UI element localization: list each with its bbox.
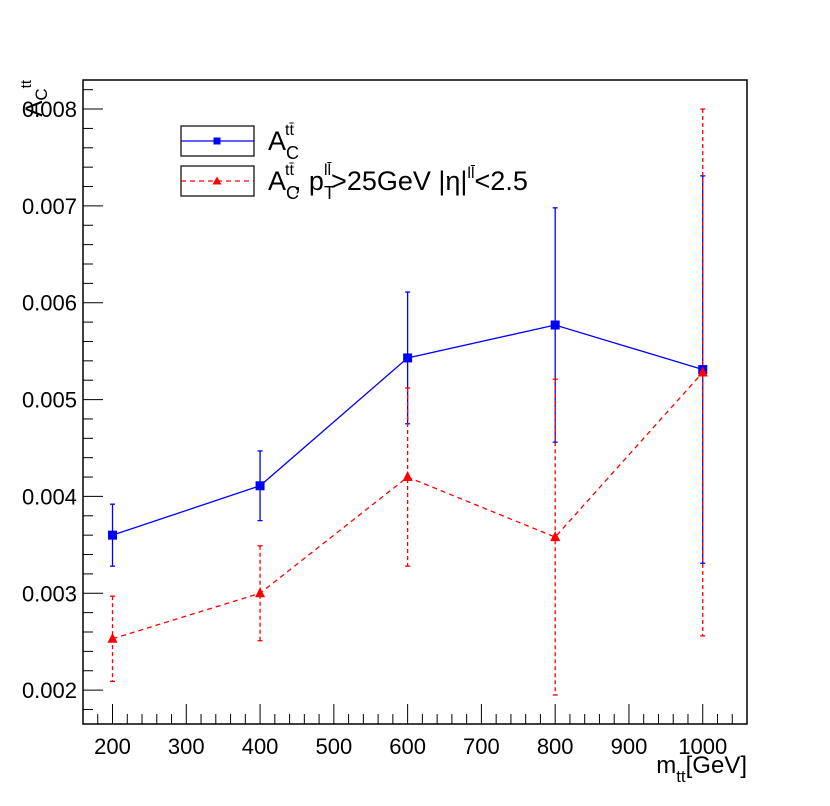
y-tick-label: 0.007 bbox=[22, 194, 77, 219]
x-tick-label: 300 bbox=[168, 734, 205, 759]
data-point-square bbox=[255, 481, 265, 491]
data-point-triangle bbox=[697, 366, 708, 377]
series-layer bbox=[107, 108, 708, 696]
legend-entry-2-rest: , p bbox=[294, 166, 324, 196]
y-axis-label: ACtt bbox=[18, 79, 51, 116]
y-tick-label: 0.006 bbox=[22, 291, 77, 316]
legend-entry-1-sub: C bbox=[286, 143, 299, 163]
legend-entry-2-main: A bbox=[268, 166, 286, 196]
y-tick-label: 0.004 bbox=[22, 484, 77, 509]
legend-entry-2-rest-sup: ll̄ bbox=[324, 161, 332, 179]
plot-frame bbox=[82, 79, 748, 725]
x-tick-label: 500 bbox=[315, 734, 352, 759]
legend-swatch-1-marker bbox=[213, 137, 221, 145]
x-tick-label: 900 bbox=[611, 734, 648, 759]
x-tick-label: 1000 bbox=[678, 734, 727, 759]
legend-entry-2-sup: tt̄ bbox=[285, 162, 294, 179]
y-tick-label: 0.005 bbox=[22, 388, 77, 413]
data-point-triangle bbox=[255, 587, 266, 598]
x-tick-label: 200 bbox=[94, 734, 131, 759]
legend-entry-2-sub: C bbox=[286, 183, 299, 203]
x-tick-label: 700 bbox=[463, 734, 500, 759]
x-tick-labels: 200 300 400 500 600 700 800 900 1000 bbox=[94, 734, 727, 759]
series-2 bbox=[107, 108, 708, 696]
data-point-square bbox=[403, 353, 413, 363]
legend-entry-2-rest2: >25GeV |η| bbox=[331, 166, 467, 196]
x-axis-label: mtt[GeV] bbox=[656, 752, 747, 786]
data-point-triangle bbox=[550, 531, 561, 542]
x-tick-label: 800 bbox=[537, 734, 574, 759]
y-axis-label-sup: tt bbox=[18, 79, 35, 88]
x-axis-label-sub: tt bbox=[676, 767, 686, 786]
x-axis-label-unit: [GeV] bbox=[686, 752, 747, 779]
legend-entry-2-rest3: <2.5 bbox=[475, 166, 528, 196]
y-axis-label-sub: C bbox=[32, 88, 51, 100]
x-tick-label: 600 bbox=[389, 734, 426, 759]
axis-ticks bbox=[83, 89, 733, 724]
x-tick-label: 400 bbox=[242, 734, 279, 759]
legend-entry-2-rest-sub: T bbox=[324, 183, 335, 203]
legend-swatch-2-marker bbox=[212, 176, 222, 185]
y-tick-label: 0.008 bbox=[22, 97, 77, 122]
legend: ACtt̄ ACtt̄, pTll̄>25GeV |η|ll̄<2.5 bbox=[180, 122, 528, 203]
legend-entry-2-rest2-sup: ll̄ bbox=[467, 164, 475, 182]
y-tick-label: 0.002 bbox=[22, 678, 77, 703]
y-axis-label-main: A bbox=[21, 101, 48, 117]
legend-entry-1-sup: tt̄ bbox=[285, 122, 294, 139]
data-point-square bbox=[108, 530, 118, 540]
x-axis-label-main: m bbox=[656, 752, 676, 779]
legend-entry-1-text: ACtt̄ bbox=[268, 122, 299, 163]
data-point-square bbox=[550, 320, 560, 330]
data-point-triangle bbox=[107, 632, 118, 643]
data-point-triangle bbox=[402, 471, 413, 482]
legend-entry-2-text: ACtt̄, pTll̄>25GeV |η|ll̄<2.5 bbox=[268, 161, 528, 203]
y-tick-labels: 0.002 0.003 0.004 0.005 0.006 0.007 0.008 bbox=[22, 97, 77, 703]
legend-entry-1-main: A bbox=[268, 126, 286, 156]
y-tick-label: 0.003 bbox=[22, 581, 77, 606]
